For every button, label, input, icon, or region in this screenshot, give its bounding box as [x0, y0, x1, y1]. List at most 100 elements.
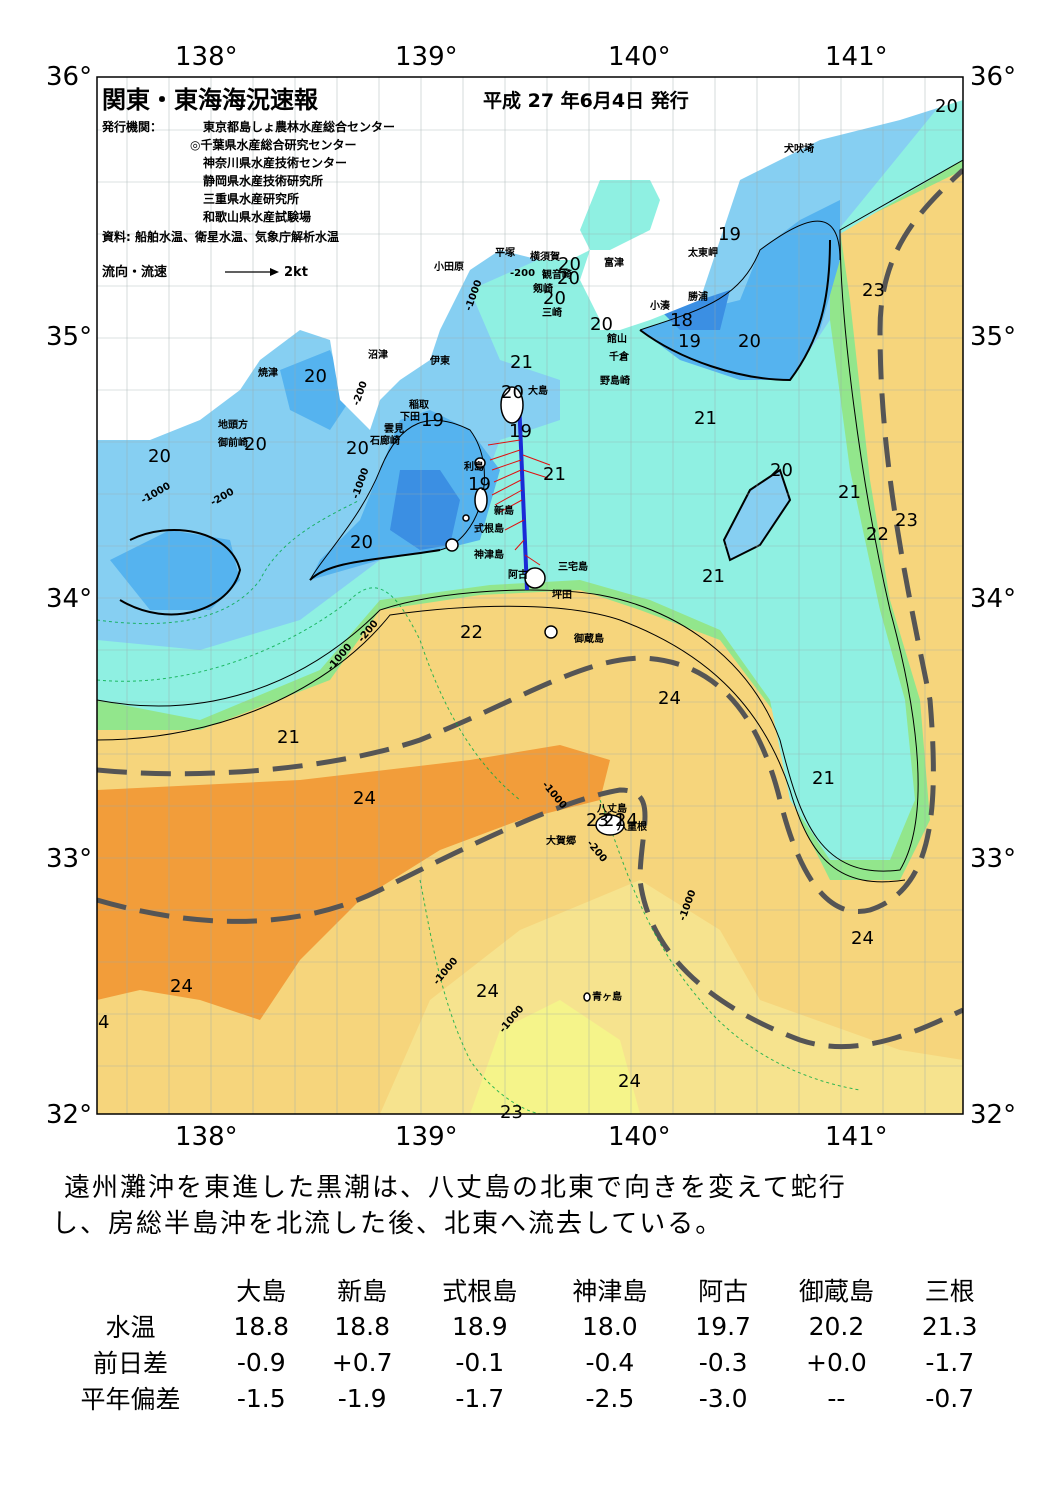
isotherm-label: 24: [851, 928, 874, 949]
land-boso: [600, 77, 963, 330]
table-row: 前日差 -0.9 +0.7 -0.1 -0.4 -0.3 +0.0 -1.7: [48, 1344, 998, 1380]
summary-line-1: 遠州灘沖を東進した黒潮は、八丈島の北東で向きを変えて蛇行: [64, 1173, 847, 1203]
aogashima-island: [583, 992, 591, 1002]
table-cell: 18.8: [334, 1311, 390, 1341]
isotherm-label: 4: [98, 1012, 110, 1033]
data-source: 資料: 船舶水温、衛星水温、気象庁解析水温: [102, 230, 339, 244]
issuer-5: 三重県水産研究所: [203, 192, 300, 206]
land-honshu: [97, 77, 780, 440]
table-cell: --: [827, 1383, 846, 1413]
place-aogashima: 青ヶ島: [592, 992, 622, 1003]
station-header: 三根: [924, 1277, 975, 1306]
isotherm-label: 20: [148, 446, 171, 467]
place-irozaki: 石廊崎: [370, 436, 400, 447]
isotherm-label: 23: [862, 280, 885, 301]
issuer-2: ◎千葉県水産総合研究センター: [190, 138, 357, 152]
place-katsuura: 勝浦: [688, 292, 708, 303]
isotherm-label: 20: [590, 314, 613, 335]
place-ito: 伊東: [430, 356, 450, 367]
isotherm-label: 18: [670, 310, 693, 331]
isotherm-label: 21: [543, 464, 566, 485]
isotherm-label: 20: [738, 331, 761, 352]
isotherm-bold: [119, 239, 831, 616]
table-cell: 19.7: [695, 1311, 751, 1341]
lat-label-35-left: 35°: [46, 322, 93, 352]
shikinejima-island: [462, 514, 470, 522]
isotherm-label: 21: [277, 727, 300, 748]
lat-label-34-right: 34°: [970, 584, 1017, 614]
lon-label-140-bottom: 140°: [608, 1122, 671, 1152]
toshima-island: [474, 457, 486, 469]
lon-label-138-top: 138°: [175, 42, 238, 72]
place-jitogata: 地頭方: [218, 420, 248, 431]
isotherm-label: 19: [509, 421, 532, 442]
lon-label-139-bottom: 139°: [395, 1122, 458, 1152]
place-ako: 阿古: [508, 570, 528, 581]
table-cell: -1.5: [236, 1383, 286, 1413]
lat-label-32-right: 32°: [970, 1100, 1017, 1130]
observation-table: 大島 新島 式根島 神津島 阿古 御蔵島 三根 水温 18.8 18.8 18.…: [48, 1272, 998, 1416]
place-hiratsuka: 平塚: [495, 248, 515, 259]
water-19-west: [110, 530, 240, 610]
lat-lon-grid: [97, 77, 963, 1114]
place-shikinejima: 式根島: [474, 524, 504, 535]
table-cell: +0.7: [331, 1347, 393, 1377]
depth-label: -200: [510, 268, 536, 279]
station-header: 大島: [236, 1277, 287, 1306]
lat-label-36-left: 36°: [46, 62, 93, 92]
isotherm-label: 21: [603, 810, 626, 831]
table-row: 水温 18.8 18.8 18.9 18.0 19.7 20.2 21.3: [48, 1308, 998, 1344]
place-toshima: 利島: [464, 462, 484, 473]
isotherm-label: 24: [618, 1071, 641, 1092]
place-numazu: 沼津: [368, 350, 388, 361]
place-miyakejima: 三宅島: [558, 562, 588, 573]
summary-line-2: し、房総半島沖を北流した後、北東へ流去している。: [52, 1209, 724, 1239]
issuer-6: 和歌山県水産試験場: [203, 210, 312, 224]
isotherm-label: 20: [350, 532, 373, 553]
water-19-boso: [640, 200, 840, 380]
isotherm-label: 21: [510, 352, 533, 373]
station-header: 阿古: [698, 1277, 749, 1306]
niijima-island: [474, 487, 488, 513]
place-yaizu: 焼津: [258, 368, 278, 379]
place-taitomisaki: 太東岬: [688, 248, 718, 259]
place-niijima: 新島: [494, 506, 514, 517]
table-cell: -3.0: [698, 1383, 748, 1413]
mikurajima-island: [544, 625, 558, 639]
place-nojimazaki: 野島崎: [600, 376, 630, 387]
row-label: 平年偏差: [80, 1385, 181, 1414]
station-header: 新島: [337, 1277, 388, 1306]
table-cell: +0.0: [806, 1347, 867, 1377]
isotherm-label: 20: [543, 288, 566, 309]
water-18-izu: [390, 470, 460, 550]
flow-legend-arrow: [225, 268, 279, 276]
lat-label-33-left: 33°: [46, 844, 93, 874]
isotherm-label: 22: [460, 622, 483, 643]
isotherm-label: 19: [718, 224, 741, 245]
station-header: 神津島: [572, 1277, 648, 1306]
lon-label-141-bottom: 141°: [825, 1122, 888, 1152]
isotherm-label: 21: [702, 566, 725, 587]
isotherm-label: 23: [895, 510, 918, 531]
lat-label-32-left: 32°: [46, 1100, 93, 1130]
row-label: 前日差: [92, 1349, 168, 1378]
place-tsurugizaki: 剱崎: [533, 284, 553, 295]
isotherm-label: 21: [812, 768, 835, 789]
miyakejima-island: [524, 567, 546, 589]
lon-label-141-top: 141°: [825, 42, 888, 72]
issuer-3: 神奈川県水産技術センター: [203, 156, 348, 170]
isotherm-label: 20: [770, 460, 793, 481]
isotherm-label: 23: [500, 1102, 523, 1123]
flow-legend-label: 流向・流速: [102, 265, 168, 280]
table-cell: -0.3: [698, 1347, 748, 1377]
table-cell: -0.7: [925, 1383, 975, 1413]
isotherm-label: 19: [678, 331, 701, 352]
isotherm-label: 23: [586, 810, 609, 831]
isotherm-label: 20: [304, 366, 327, 387]
isotherm-label: 24: [353, 788, 376, 809]
kozushima-island: [445, 538, 459, 552]
isotherm-label: 20: [558, 254, 581, 275]
table-cell: 18.8: [233, 1311, 290, 1341]
place-mikurajima: 御蔵島: [574, 634, 604, 645]
place-tsubota: 坪田: [552, 590, 572, 601]
